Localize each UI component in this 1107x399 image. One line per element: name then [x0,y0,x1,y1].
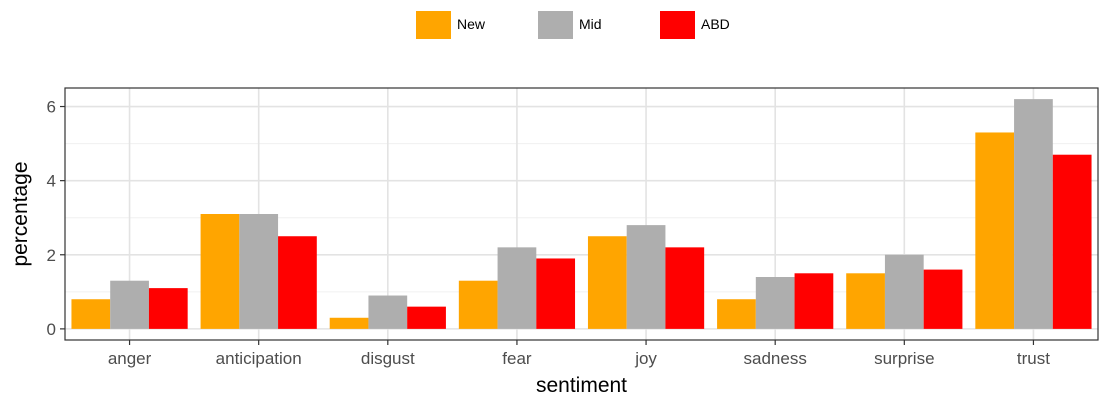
bar-abd-surprise [923,269,963,329]
bar-new-fear [458,280,498,329]
bar-new-surprise [846,273,885,329]
bar-new-anger [71,299,111,329]
x-tick-label-fear: fear [502,349,532,368]
bar-mid-surprise [884,254,924,329]
legend-key-abd [660,11,695,39]
bar-abd-trust [1052,154,1092,329]
bar-abd-disgust [407,306,446,329]
legend-key-new [416,11,451,39]
x-axis-title: sentiment [536,374,627,397]
bar-abd-anticipation [278,236,317,329]
bar-abd-fear [536,258,576,329]
bar-new-trust [975,132,1015,329]
bars [71,99,1092,329]
x-axis: anger anticipation disgust fear joy sadness su… [108,340,1050,368]
bar-mid-anger [110,280,149,329]
legend-label-new: New [457,16,486,32]
bar-new-disgust [329,317,369,329]
x-tick-label-anticipation: anticipation [216,349,302,368]
bar-mid-joy [626,225,666,329]
y-tick-label: 6 [47,98,56,117]
bar-abd-sadness [794,273,834,329]
legend-key-mid [538,11,573,39]
plot-border [64,87,1099,341]
y-axis-title: percentage [9,161,32,266]
y-axis: 0 2 4 6 [47,98,65,339]
y-tick-label: 2 [47,246,56,265]
bar-mid-trust [1014,99,1053,329]
y-tick-label: 4 [47,172,56,191]
y-tick-label: 0 [47,320,56,339]
bar-new-sadness [717,299,756,329]
x-tick-label-anger: anger [108,349,152,368]
x-tick-label-disgust: disgust [361,349,415,368]
bar-mid-disgust [368,295,408,329]
x-tick-label-trust: trust [1017,349,1050,368]
legend: New Mid ABD [416,11,730,39]
legend-label-abd: ABD [701,16,730,32]
x-tick-label-joy: joy [634,349,657,368]
bar-mid-fear [497,247,537,329]
x-tick-label-surprise: surprise [874,349,934,368]
x-tick-label-sadness: sadness [744,349,807,368]
bar-mid-sadness [755,277,795,329]
bar-new-anticipation [200,214,240,329]
bar-new-joy [587,236,627,329]
legend-label-mid: Mid [579,16,602,32]
bar-abd-anger [148,288,188,329]
bar-mid-anticipation [239,214,279,329]
bar-abd-joy [665,247,705,329]
